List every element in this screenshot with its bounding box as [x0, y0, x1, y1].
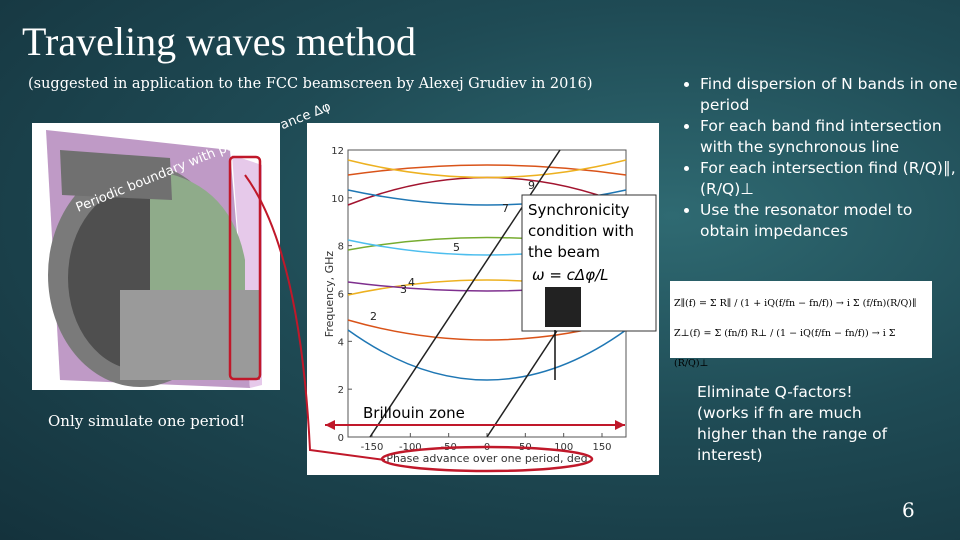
band	[347, 164, 627, 176]
note-line: higher than the range of	[697, 425, 888, 443]
y-tick-label: 12	[331, 146, 344, 157]
note-line: interest)	[697, 446, 763, 464]
formula: Z∥(f) = Σ R∥ / (1 + iQ(f/fn − fn/f)) → i…	[674, 298, 917, 309]
callout-line: condition with	[528, 222, 634, 240]
subtitle: (suggested in application to the FCC bea…	[28, 76, 593, 92]
band	[347, 329, 627, 381]
highlight	[228, 155, 262, 381]
y-tick-label: 6	[338, 290, 344, 301]
x-tick-label: -100	[399, 442, 422, 453]
y-tick-label: 10	[331, 194, 344, 205]
band-label: 2	[370, 310, 377, 323]
icon	[545, 287, 581, 327]
y-tick-label: 0	[338, 433, 344, 444]
callout-line: the beam	[528, 243, 600, 261]
bullet: For each intersection find (R/Q)∥, (R/Q)…	[700, 158, 960, 200]
band-label: 7	[502, 202, 509, 215]
callout-line: Synchronicity	[528, 201, 630, 219]
band-label: 9	[528, 179, 535, 192]
arrow-head	[615, 420, 625, 430]
title: Traveling waves method	[22, 19, 417, 64]
top-plate	[60, 150, 172, 200]
bullet: For each band find intersection with the…	[700, 116, 960, 158]
formula-box: Z∥(f) = Σ R∥ / (1 + iQ(f/fn − fn/f)) → i…	[670, 281, 932, 369]
block	[120, 290, 260, 380]
note-line: (works if fn are much	[697, 404, 862, 422]
x-tick-label: 150	[592, 442, 611, 453]
band	[347, 159, 627, 179]
y-tick-label: 4	[338, 337, 344, 348]
bullet: Find dispersion of N bands in one period	[700, 74, 960, 116]
note: Eliminate Q-factors! (works if fn are mu…	[697, 382, 887, 466]
bullet-list: Find dispersion of N bands in one period…	[680, 74, 960, 242]
x-tick-label: 100	[554, 442, 573, 453]
y-tick-label: 2	[338, 385, 344, 396]
band-label: 3	[400, 283, 407, 296]
page-number: 6	[902, 498, 915, 522]
band-label: 4	[408, 276, 415, 289]
y-tick-label: 8	[338, 242, 344, 253]
callout-formula: ω = cΔφ/L	[532, 266, 608, 284]
note-line: Eliminate Q-factors!	[697, 383, 853, 401]
caption: Only simulate one period!	[48, 412, 246, 430]
callout-box	[521, 194, 657, 332]
arrow-head	[325, 420, 335, 430]
band-label: 5	[453, 241, 460, 254]
x-axis-label: Phase advance over one period, deg	[386, 452, 587, 465]
formula: Z⊥(f) = Σ (fn/f) R⊥ / (1 − iQ(f/fn − fn/…	[674, 328, 896, 369]
x-tick-label: -150	[361, 442, 384, 453]
brillouin-label: Brillouin zone	[363, 404, 465, 422]
connector	[244, 174, 386, 461]
green-segment	[150, 170, 245, 300]
y-axis-label: Frequency, GHz	[323, 251, 336, 338]
bullet: Use the resonator model to obtain impeda…	[700, 200, 960, 242]
